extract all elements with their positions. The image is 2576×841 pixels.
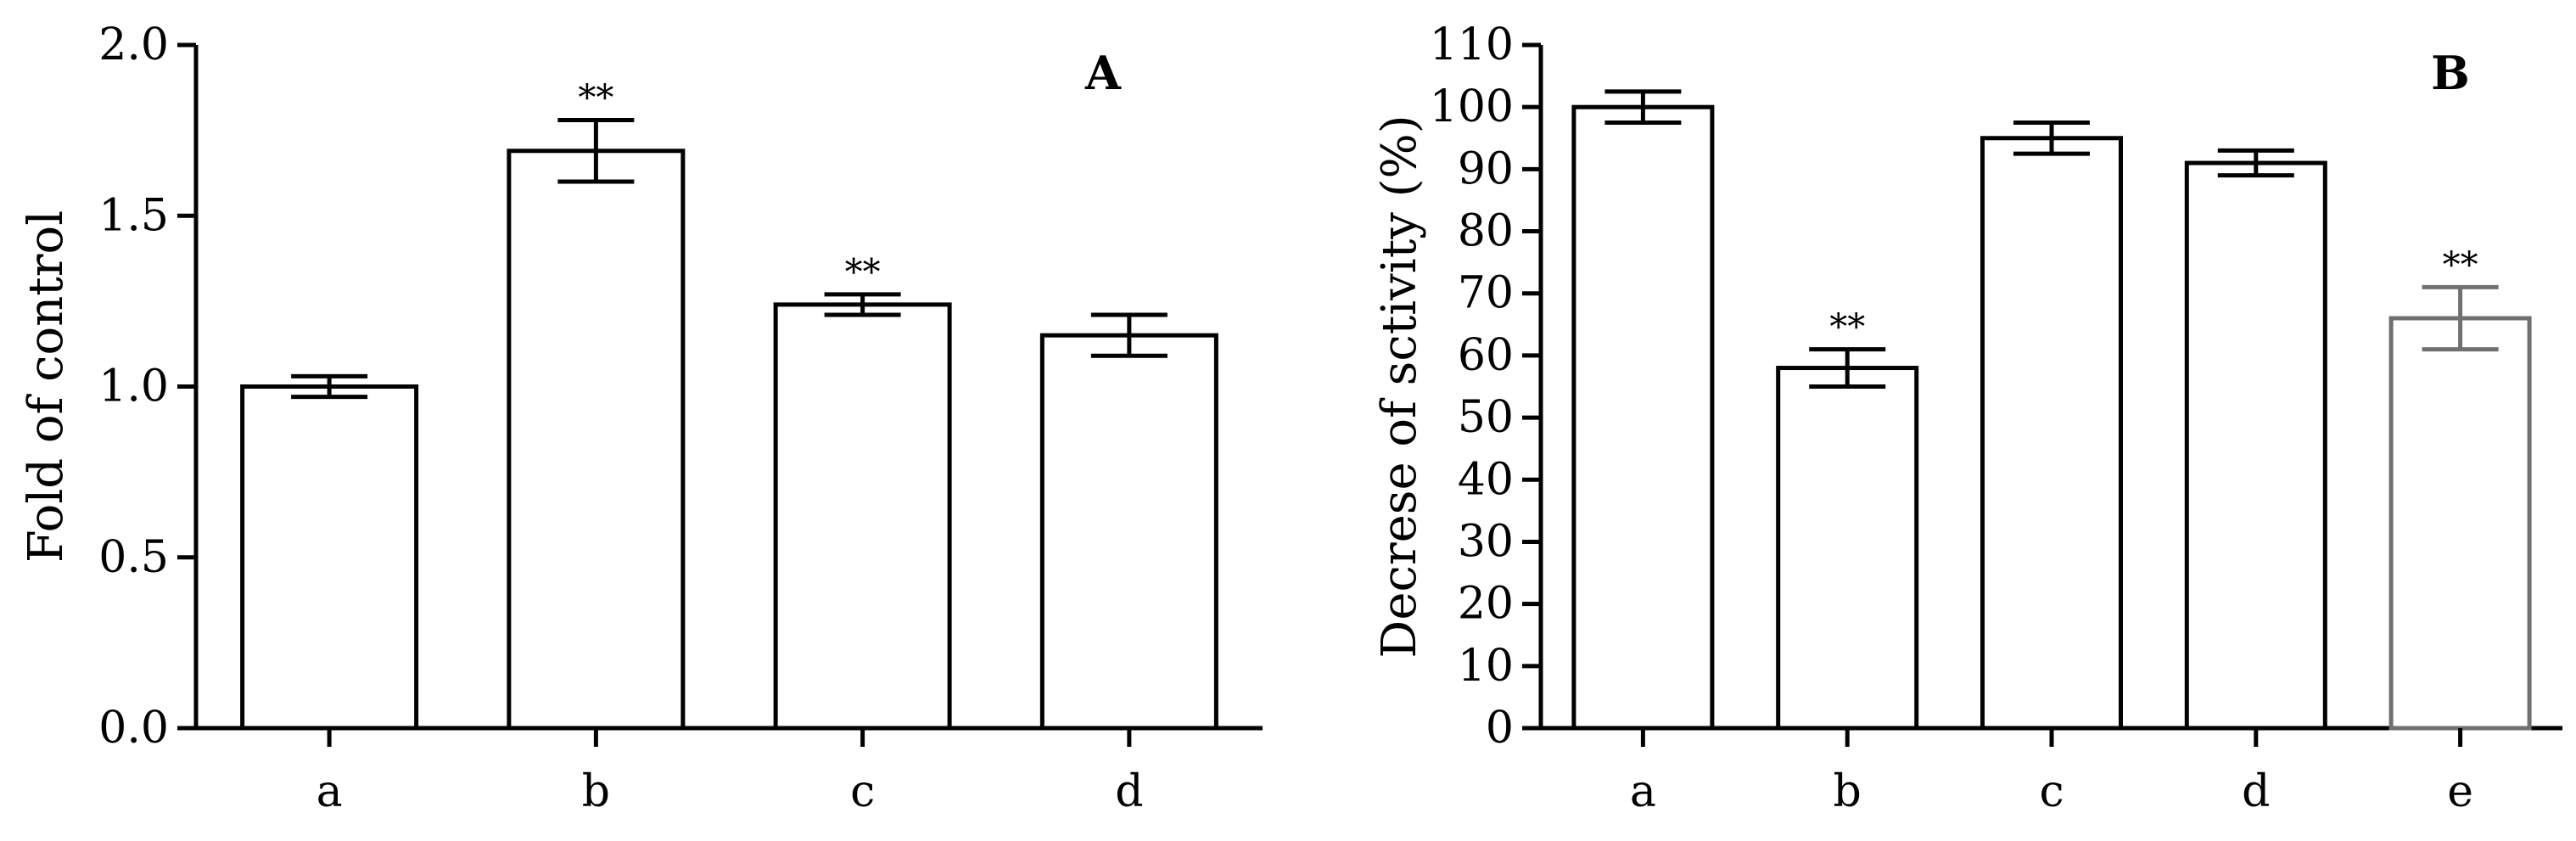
y-tick-label: 60	[1458, 330, 1514, 381]
x-tick-label: b	[1834, 766, 1862, 817]
y-axis-title: Fold of control	[19, 210, 74, 563]
y-tick-label: 10	[1458, 641, 1514, 692]
bar	[507, 149, 686, 731]
bar	[240, 384, 419, 731]
bar	[2184, 160, 2327, 731]
significance-label: **	[845, 251, 881, 293]
x-tick-label: b	[582, 766, 610, 817]
significance-label: **	[578, 77, 613, 119]
bar	[1980, 136, 2123, 731]
panel-label: A	[1084, 46, 1122, 100]
y-tick-label: 90	[1458, 143, 1514, 194]
y-tick-label: 30	[1458, 516, 1514, 567]
bar	[2388, 316, 2532, 731]
x-tick-label: a	[1630, 766, 1656, 817]
y-tick-label: 1.0	[98, 362, 169, 412]
y-tick-label: 0.5	[98, 532, 169, 583]
y-tick-label: 110	[1430, 20, 1514, 70]
y-tick-label: 100	[1430, 81, 1514, 132]
bar	[773, 302, 952, 731]
y-tick-label: 2.0	[98, 20, 169, 70]
x-tick-label: c	[2039, 766, 2064, 817]
x-tick-label: c	[850, 766, 875, 817]
x-tick-label: d	[2242, 766, 2270, 817]
y-tick-label: 80	[1458, 206, 1514, 257]
bar	[1776, 366, 1919, 731]
bar	[1571, 104, 1715, 731]
significance-label: **	[2443, 244, 2478, 285]
y-tick-label: 40	[1458, 454, 1514, 505]
chart-panel-a: 0.0 0.5 1.0 1.5 2.0 Fold of control Aa b ** c ** d	[19, 20, 1263, 817]
y-tick-label: 20	[1458, 579, 1514, 630]
y-tick-label: 0.0	[98, 703, 169, 754]
panel-label: B	[2431, 46, 2470, 100]
y-tick-label: 0	[1486, 703, 1514, 754]
y-tick-label: 70	[1458, 268, 1514, 319]
x-tick-label: e	[2447, 766, 2473, 817]
bar	[1039, 333, 1218, 731]
y-tick-label: 50	[1458, 392, 1514, 443]
x-tick-label: d	[1115, 766, 1143, 817]
x-tick-label: a	[316, 766, 343, 817]
y-axis-title: Decrese of sctivity (%)	[1372, 115, 1427, 658]
significance-label: **	[1829, 306, 1865, 348]
y-tick-label: 1.5	[98, 190, 169, 241]
